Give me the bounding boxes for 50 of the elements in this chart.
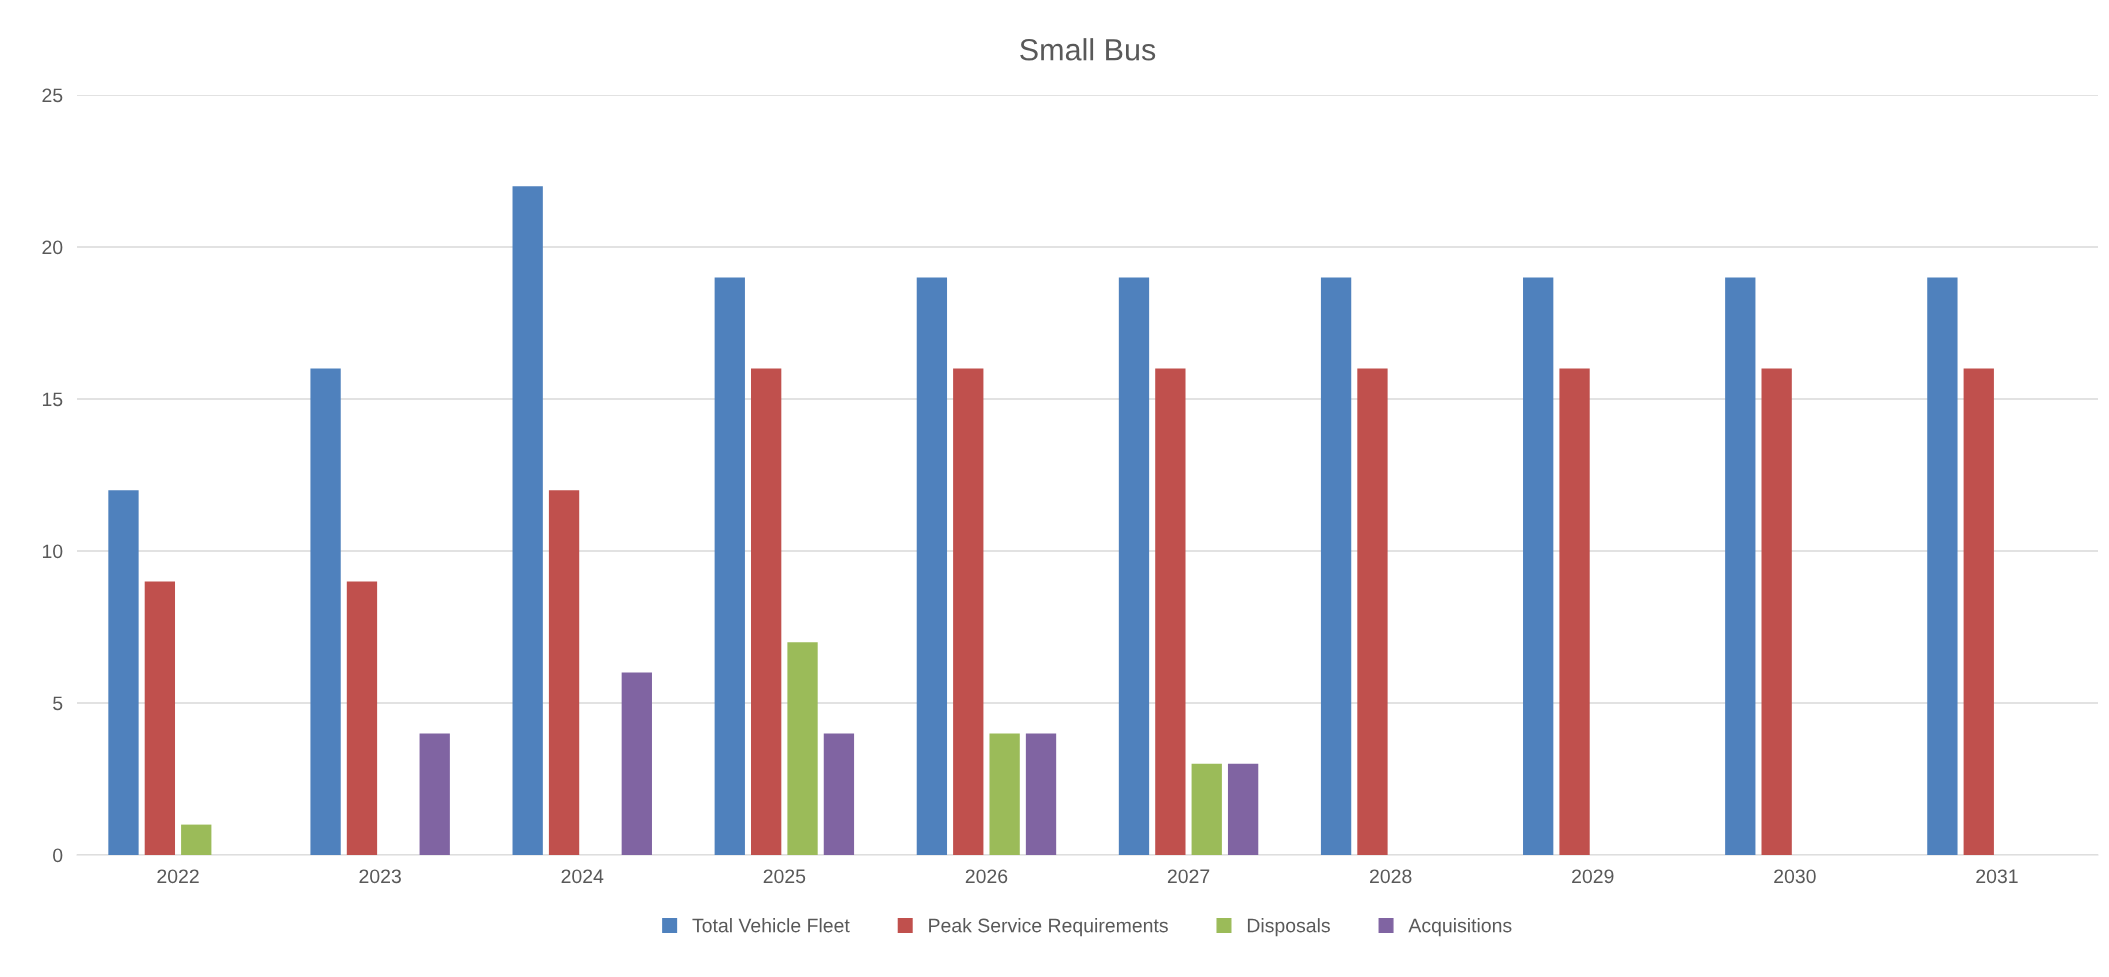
bar <box>108 490 139 855</box>
bar <box>1725 277 1756 855</box>
y-tick-label: 10 <box>42 544 63 559</box>
chart-title: Small Bus <box>1020 38 1156 61</box>
bar <box>916 277 948 855</box>
bar <box>953 368 984 855</box>
bar <box>419 733 450 855</box>
y-tick-label: 15 <box>42 392 63 407</box>
bar <box>548 490 580 855</box>
x-tick-label: 2025 <box>763 869 806 884</box>
bar <box>787 642 818 855</box>
bar <box>1523 277 1554 855</box>
y-tick-label: 25 <box>42 88 63 103</box>
x-tick-label: 2023 <box>359 869 401 884</box>
x-tick-label: 2022 <box>157 869 199 884</box>
bar <box>346 581 378 855</box>
bar <box>310 368 341 855</box>
y-tick-label: 5 <box>53 696 63 711</box>
legend-label: Peak Service Requirements <box>929 918 1168 937</box>
bar <box>1357 368 1388 855</box>
x-tick-label: 2024 <box>561 869 604 884</box>
bar <box>1963 368 1994 855</box>
y-tick-label: 0 <box>53 848 63 863</box>
bar <box>512 186 543 855</box>
bar <box>823 733 855 855</box>
bar <box>989 733 1020 855</box>
bar <box>1191 763 1222 855</box>
x-tick-label: 2031 <box>1976 869 2018 884</box>
x-tick-label: 2030 <box>1774 869 1816 884</box>
bar <box>1320 277 1352 855</box>
x-tick-label: 2026 <box>965 869 1008 884</box>
x-tick-label: 2029 <box>1572 869 1614 884</box>
bar <box>144 581 176 855</box>
bar <box>1155 368 1186 855</box>
bar <box>1559 368 1590 855</box>
bar <box>1025 733 1057 855</box>
bar <box>181 824 212 855</box>
bar <box>1761 368 1792 855</box>
legend-label: Acquisitions <box>1408 918 1512 937</box>
legend-label: Disposals <box>1247 918 1330 937</box>
x-tick-label: 2028 <box>1370 869 1412 884</box>
bar <box>1118 277 1150 855</box>
x-tick-label: 2027 <box>1167 869 1210 884</box>
legend-label: Total Vehicle Fleet <box>692 918 850 933</box>
bar <box>1927 277 1958 855</box>
bar <box>621 672 652 855</box>
bar <box>751 368 782 855</box>
y-tick-label: 20 <box>42 240 63 255</box>
bar <box>1227 763 1259 855</box>
bar <box>714 277 745 855</box>
